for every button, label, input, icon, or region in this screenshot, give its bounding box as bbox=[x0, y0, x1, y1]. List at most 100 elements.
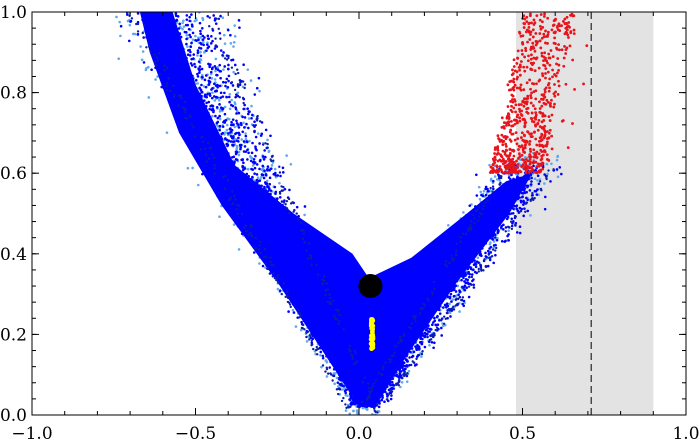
blue-point bbox=[307, 312, 311, 315]
blue-edge-point bbox=[497, 176, 501, 180]
blue-point bbox=[227, 132, 230, 135]
red-point bbox=[507, 120, 511, 124]
blue-point bbox=[196, 72, 199, 76]
blue-point bbox=[184, 69, 188, 72]
blue-point bbox=[356, 393, 360, 396]
blue-edge-point bbox=[234, 72, 237, 76]
blue-edge-point bbox=[491, 185, 495, 188]
blue-point bbox=[194, 78, 198, 82]
blue-point bbox=[515, 192, 519, 196]
blue-point bbox=[185, 128, 188, 132]
blue-point bbox=[394, 374, 397, 377]
blue-point bbox=[279, 277, 283, 281]
blue-point bbox=[486, 249, 490, 253]
red-point bbox=[550, 28, 554, 32]
blue-point bbox=[205, 43, 209, 46]
blue-point bbox=[496, 231, 500, 235]
blue-point bbox=[433, 294, 437, 298]
blue-point bbox=[505, 217, 509, 221]
blue-point bbox=[468, 272, 472, 276]
blue-point bbox=[208, 76, 212, 80]
blue-point bbox=[251, 175, 254, 179]
blue-point bbox=[472, 268, 475, 272]
red-point bbox=[507, 117, 511, 120]
blue-edge-point bbox=[432, 333, 435, 336]
blue-edge-point bbox=[410, 322, 414, 325]
blue-point bbox=[269, 192, 272, 196]
blue-point bbox=[278, 289, 282, 292]
red-point bbox=[516, 163, 520, 166]
blue-point bbox=[435, 304, 439, 308]
blue-point bbox=[473, 261, 477, 265]
blue-point bbox=[511, 188, 515, 192]
blue-point bbox=[334, 362, 338, 365]
blue-edge-point bbox=[444, 263, 447, 266]
blue-edge-point bbox=[469, 224, 472, 227]
blue-point bbox=[246, 197, 249, 201]
blue-edge-point bbox=[244, 224, 248, 227]
light-blue-point bbox=[139, 45, 142, 48]
blue-edge-point bbox=[415, 357, 418, 361]
blue-edge-point bbox=[145, 46, 148, 49]
red-point bbox=[533, 130, 536, 134]
blue-point bbox=[250, 116, 253, 120]
light-blue-point bbox=[478, 197, 482, 201]
blue-point bbox=[348, 361, 352, 364]
red-point bbox=[550, 113, 554, 117]
light-blue-point bbox=[264, 266, 267, 269]
blue-point bbox=[451, 270, 455, 273]
blue-edge-point bbox=[280, 292, 283, 296]
light-blue-point bbox=[201, 41, 205, 44]
blue-edge-point bbox=[451, 307, 454, 310]
blue-point bbox=[479, 225, 482, 228]
blue-point bbox=[435, 307, 438, 311]
blue-point bbox=[505, 190, 509, 193]
blue-edge-point bbox=[234, 198, 237, 201]
blue-point bbox=[161, 15, 165, 19]
blue-point bbox=[418, 315, 421, 319]
blue-point bbox=[196, 75, 200, 78]
blue-point bbox=[212, 14, 216, 17]
blue-edge-point bbox=[258, 248, 261, 251]
light-blue-point bbox=[493, 175, 497, 178]
blue-edge-point bbox=[391, 354, 395, 357]
light-blue-point bbox=[352, 409, 355, 413]
blue-point bbox=[232, 163, 236, 166]
blue-point bbox=[274, 171, 277, 175]
blue-edge-point bbox=[373, 407, 376, 410]
red-point bbox=[493, 152, 496, 155]
blue-point bbox=[452, 295, 456, 298]
blue-edge-point bbox=[183, 100, 187, 104]
blue-point bbox=[519, 199, 523, 203]
blue-point bbox=[292, 282, 296, 286]
blue-edge-point bbox=[231, 190, 234, 193]
blue-point bbox=[176, 77, 179, 81]
blue-point bbox=[479, 228, 482, 232]
blue-point bbox=[281, 166, 285, 170]
blue-point bbox=[198, 92, 202, 95]
blue-point bbox=[251, 141, 254, 145]
blue-edge-point bbox=[163, 68, 166, 72]
blue-point bbox=[274, 224, 277, 228]
blue-point bbox=[415, 355, 419, 358]
blue-edge-point bbox=[177, 94, 181, 98]
blue-point bbox=[269, 218, 272, 221]
blue-point bbox=[243, 200, 246, 204]
red-point bbox=[516, 49, 520, 53]
blue-point bbox=[484, 241, 487, 245]
red-point bbox=[565, 15, 569, 19]
blue-point bbox=[223, 167, 226, 171]
blue-point bbox=[513, 204, 516, 208]
blue-point bbox=[218, 114, 221, 118]
blue-edge-point bbox=[297, 218, 300, 221]
red-point bbox=[540, 20, 544, 24]
blue-point bbox=[201, 172, 204, 176]
blue-point bbox=[384, 365, 387, 369]
blue-point bbox=[454, 260, 457, 264]
blue-point bbox=[198, 101, 202, 105]
light-blue-point bbox=[498, 179, 501, 182]
blue-edge-point bbox=[192, 126, 195, 129]
blue-point bbox=[284, 269, 288, 273]
blue-point bbox=[313, 326, 317, 330]
blue-point bbox=[235, 158, 239, 162]
